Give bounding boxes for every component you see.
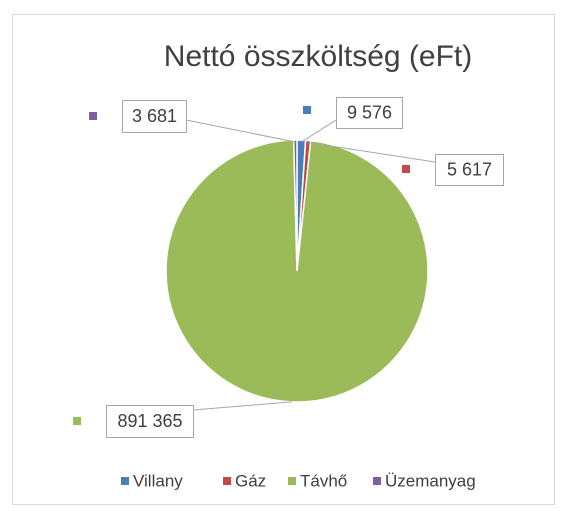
- leader-line: [300, 119, 337, 143]
- legend-label: Villany: [133, 471, 183, 490]
- label-box: [122, 100, 187, 133]
- chart-title: Nettó összköltség (eFt): [164, 40, 472, 73]
- legend-label: Gáz: [235, 471, 266, 490]
- leader-line: [307, 141, 436, 163]
- legend-marker: [121, 477, 129, 485]
- label-box: [106, 405, 194, 438]
- legend-label: Üzemanyag: [385, 471, 476, 490]
- legend-marker: [288, 477, 296, 485]
- legend-label: Távhő: [300, 471, 347, 490]
- data-label: 9 576: [347, 102, 392, 122]
- label-marker: [89, 112, 97, 120]
- label-marker: [402, 165, 410, 173]
- label-box: [435, 154, 504, 186]
- pie-slice: [292, 139, 298, 272]
- data-label: 3 681: [132, 106, 177, 126]
- pie-slice: [165, 139, 429, 403]
- label-marker: [73, 417, 81, 425]
- data-label: 5 617: [447, 159, 492, 179]
- legend-marker: [373, 477, 381, 485]
- leader-line: [192, 401, 292, 411]
- legend-marker: [223, 477, 231, 485]
- label-marker: [303, 106, 311, 114]
- leader-line: [185, 119, 296, 143]
- label-box: [336, 97, 403, 129]
- data-label: 891 365: [117, 411, 182, 431]
